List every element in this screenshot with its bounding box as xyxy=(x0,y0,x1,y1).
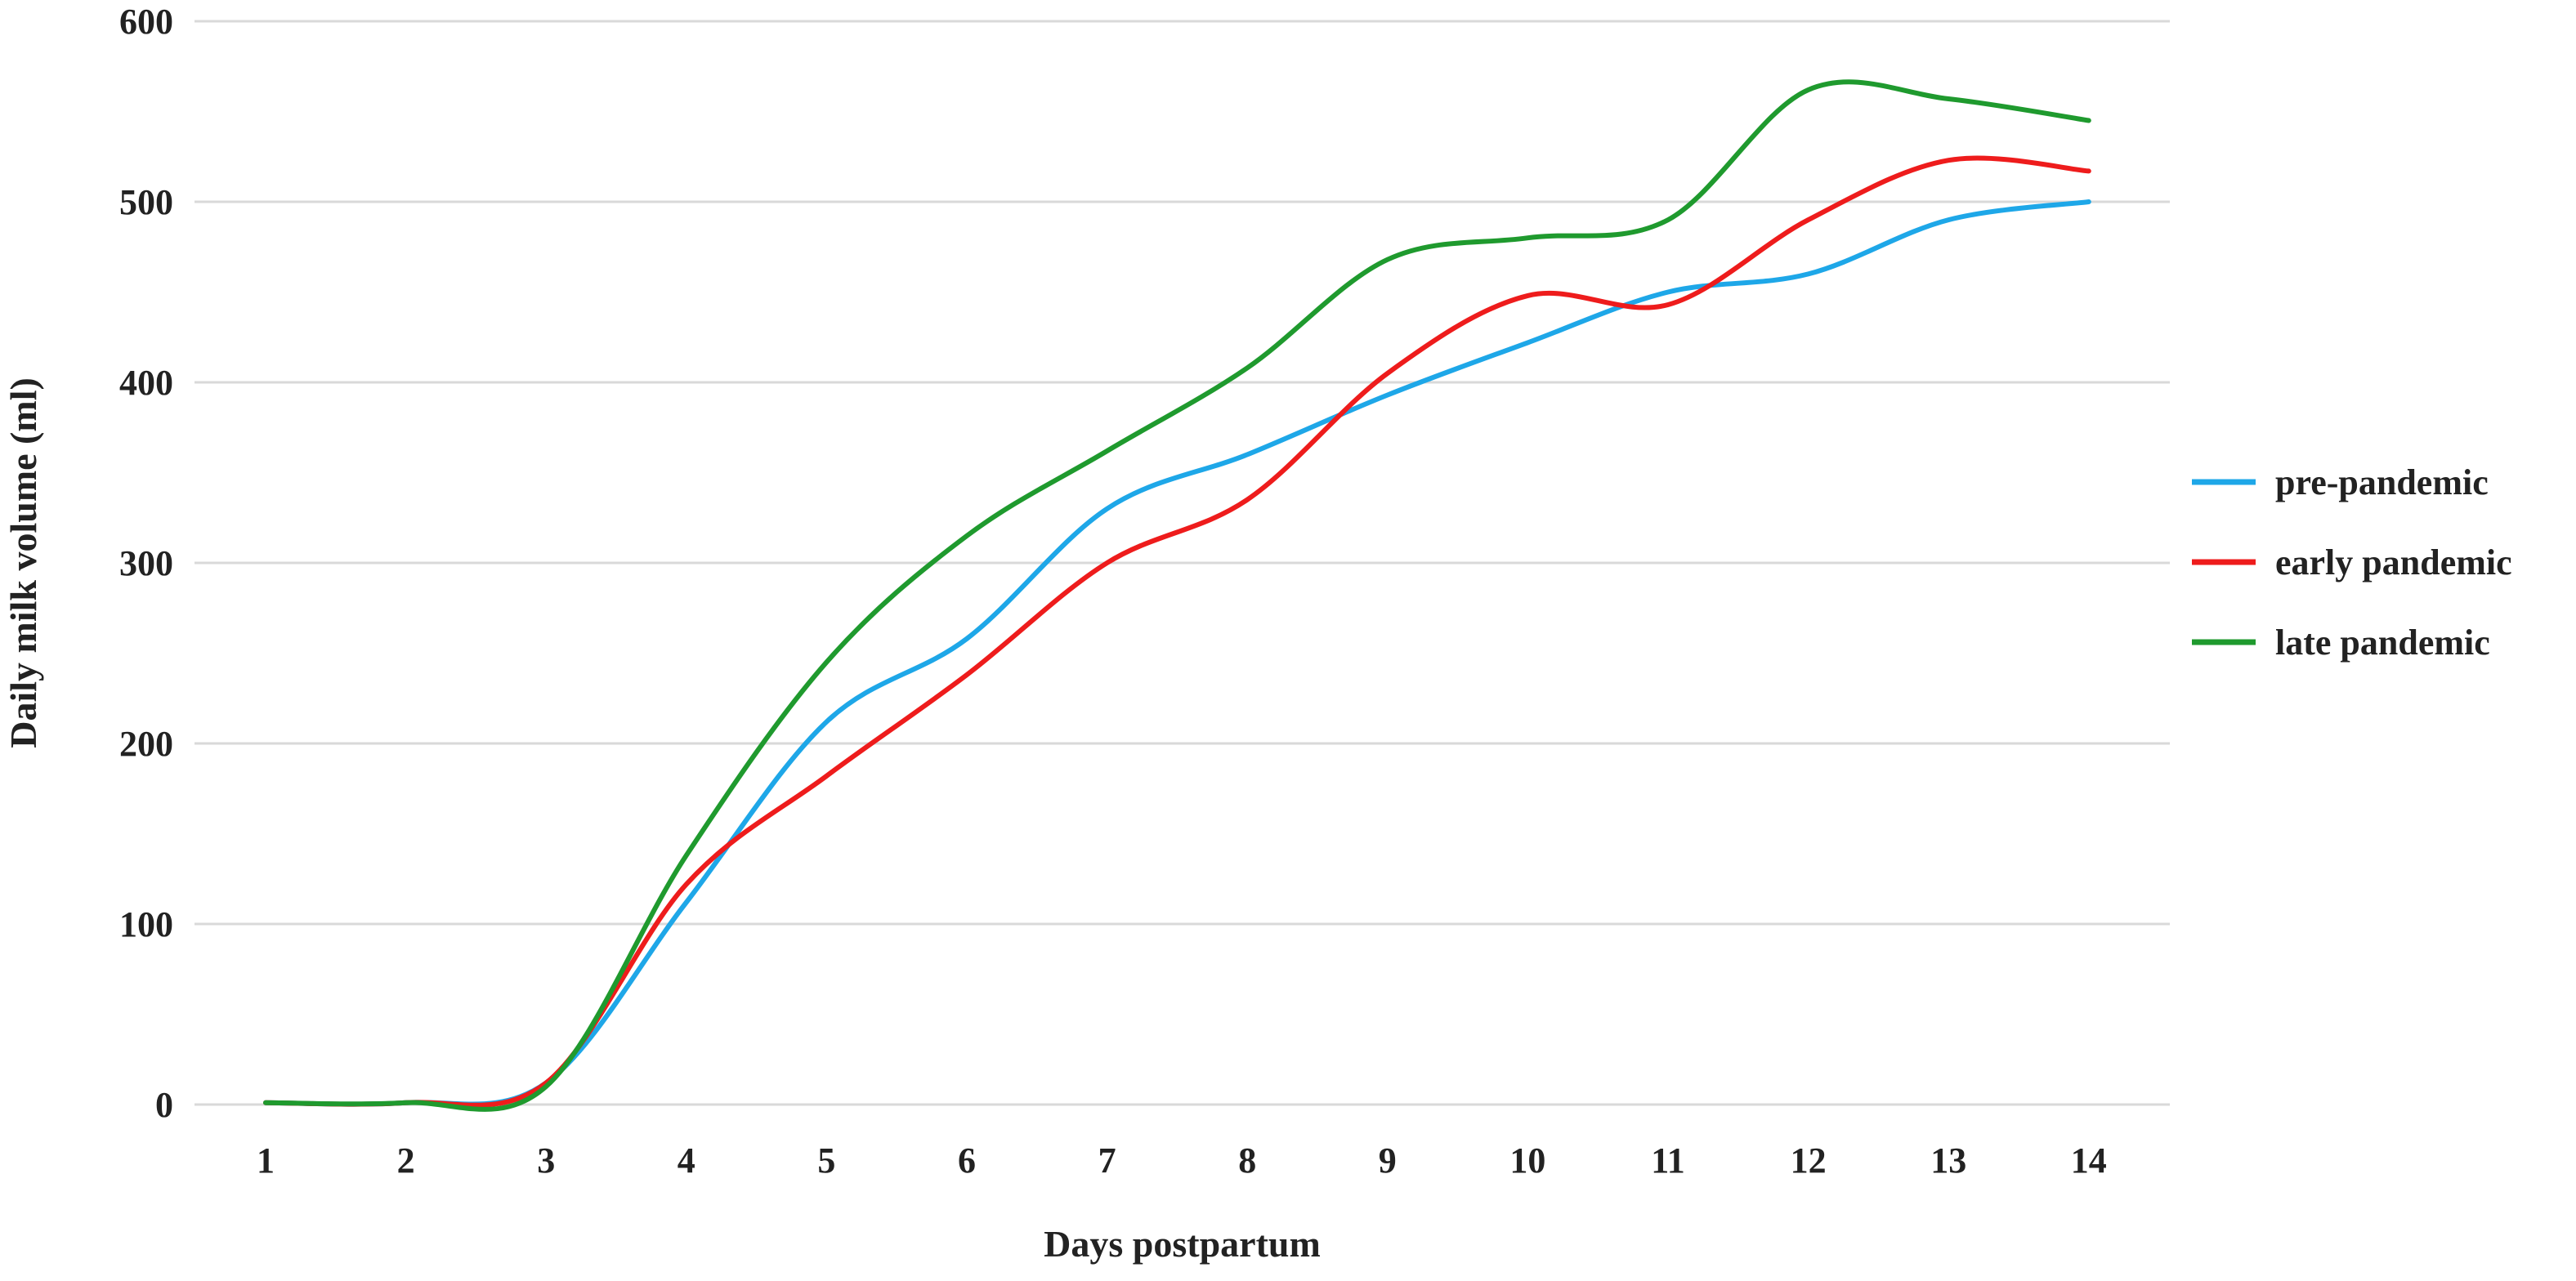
y-tick-label: 100 xyxy=(119,904,173,944)
series-line-late-pandemic xyxy=(263,79,2091,1112)
x-tick-label: 9 xyxy=(1379,1140,1397,1181)
y-tick-label: 600 xyxy=(119,2,173,42)
legend-label-pre-pandemic: pre-pandemic xyxy=(2275,462,2489,502)
series-line-early-pandemic xyxy=(263,155,2091,1108)
y-tick-label: 500 xyxy=(119,182,173,222)
y-tick-label: 300 xyxy=(119,543,173,583)
y-tick-label: 400 xyxy=(119,363,173,403)
legend: pre-pandemic early pandemic late pandemic xyxy=(2192,462,2512,663)
series-lines xyxy=(263,79,2091,1112)
x-tick-label: 14 xyxy=(2071,1140,2107,1181)
x-axis-tick-labels: 1 2 3 4 5 6 7 8 9 10 11 12 13 14 xyxy=(257,1140,2107,1181)
y-tick-label: 0 xyxy=(155,1085,173,1125)
x-tick-label: 5 xyxy=(817,1140,835,1181)
x-tick-label: 4 xyxy=(678,1140,695,1181)
x-tick-label: 12 xyxy=(1791,1140,1827,1181)
x-tick-label: 13 xyxy=(1930,1140,1966,1181)
x-tick-label: 10 xyxy=(1509,1140,1545,1181)
gridlines xyxy=(195,20,2170,926)
x-tick-label: 2 xyxy=(397,1140,415,1181)
y-tick-label: 200 xyxy=(119,724,173,764)
x-tick-label: 3 xyxy=(537,1140,555,1181)
x-tick-label: 1 xyxy=(257,1140,275,1181)
legend-label-early-pandemic: early pandemic xyxy=(2275,542,2512,582)
y-axis-title: Daily milk volume (ml) xyxy=(2,377,44,748)
x-tick-label: 11 xyxy=(1651,1140,1685,1181)
x-tick-label: 8 xyxy=(1238,1140,1256,1181)
legend-label-late-pandemic: late pandemic xyxy=(2275,623,2490,663)
y-axis-tick-labels: 0 100 200 300 400 500 600 xyxy=(119,2,173,1125)
x-tick-label: 6 xyxy=(958,1140,976,1181)
x-axis-title: Days postpartum xyxy=(1044,1223,1321,1265)
series-line-pre-pandemic xyxy=(263,199,2091,1107)
x-tick-label: 7 xyxy=(1098,1140,1116,1181)
